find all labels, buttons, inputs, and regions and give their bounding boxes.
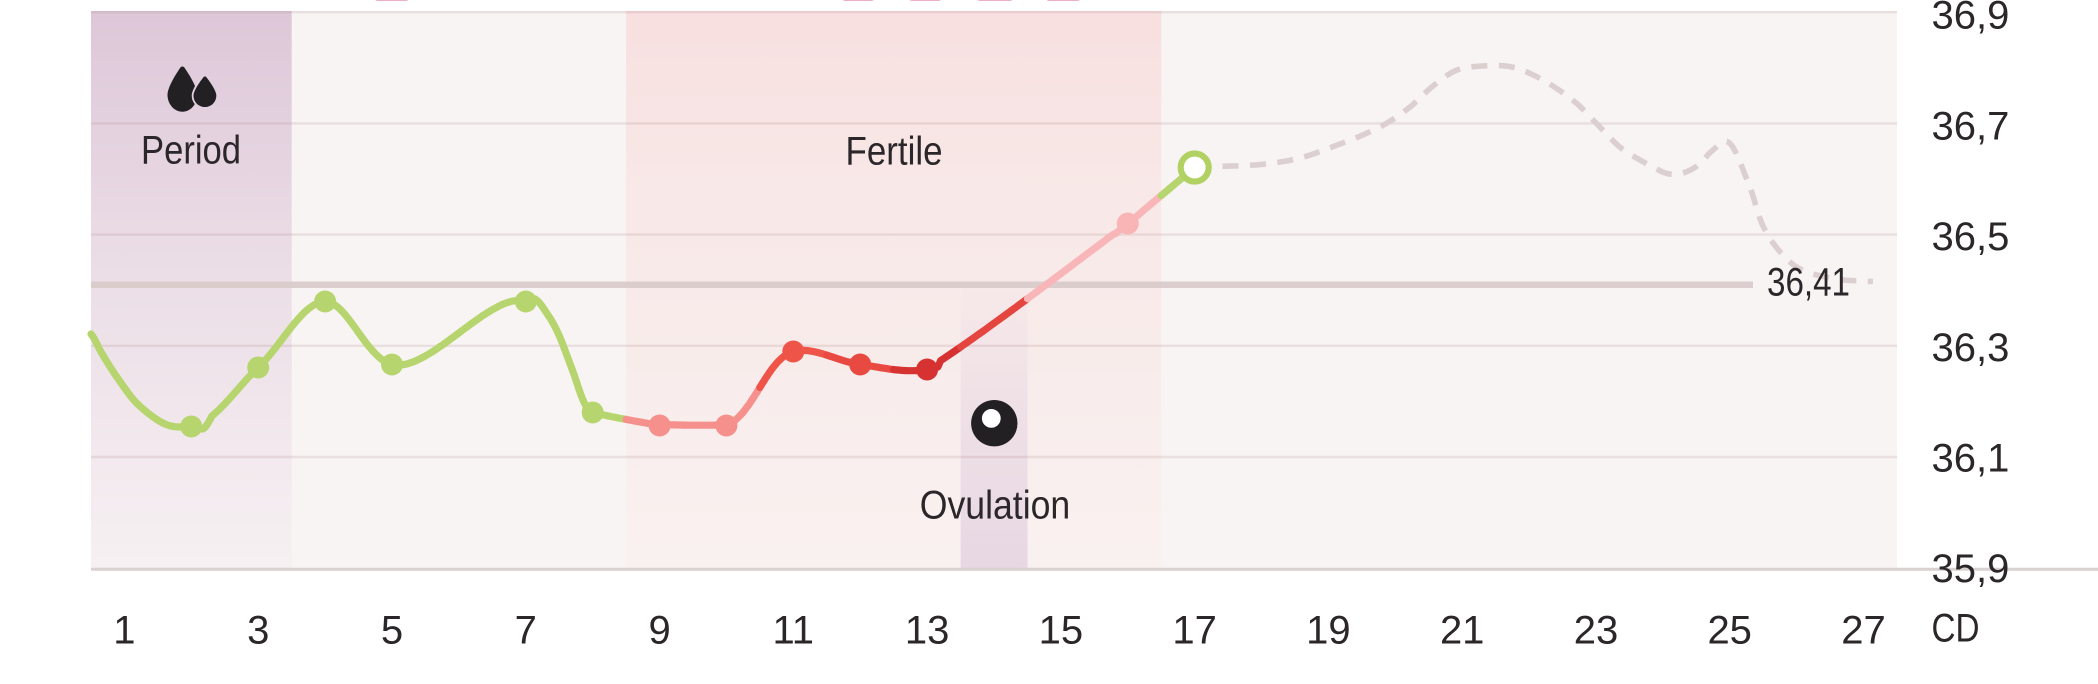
svg-text:17: 17 — [1172, 609, 1217, 653]
svg-text:36,9: 36,9 — [1932, 0, 2010, 38]
svg-text:36,1: 36,1 — [1932, 436, 2010, 480]
svg-text:36,3: 36,3 — [1932, 326, 2010, 370]
svg-text:13: 13 — [905, 609, 950, 653]
svg-text:23: 23 — [1574, 609, 1619, 653]
svg-text:35,9: 35,9 — [1932, 547, 2010, 591]
svg-text:36,41: 36,41 — [1767, 260, 1850, 304]
svg-text:15: 15 — [1039, 609, 1084, 653]
svg-text:27: 27 — [1841, 609, 1886, 653]
svg-text:Period: Period — [141, 129, 241, 173]
svg-text:Ovulation: Ovulation — [920, 484, 1071, 528]
svg-text:21: 21 — [1440, 609, 1485, 653]
svg-text:25: 25 — [1707, 609, 1752, 653]
svg-text:5: 5 — [381, 609, 403, 653]
svg-text:19: 19 — [1306, 609, 1351, 653]
svg-text:Fertile: Fertile — [846, 129, 943, 173]
svg-text:9: 9 — [648, 609, 670, 653]
svg-text:36,7: 36,7 — [1932, 105, 2010, 149]
svg-text:11: 11 — [773, 609, 815, 653]
svg-text:7: 7 — [515, 609, 537, 653]
svg-text:CD: CD — [1932, 607, 1980, 651]
svg-text:1: 1 — [113, 609, 135, 653]
svg-text:36,5: 36,5 — [1932, 215, 2010, 259]
svg-text:3: 3 — [247, 609, 269, 653]
